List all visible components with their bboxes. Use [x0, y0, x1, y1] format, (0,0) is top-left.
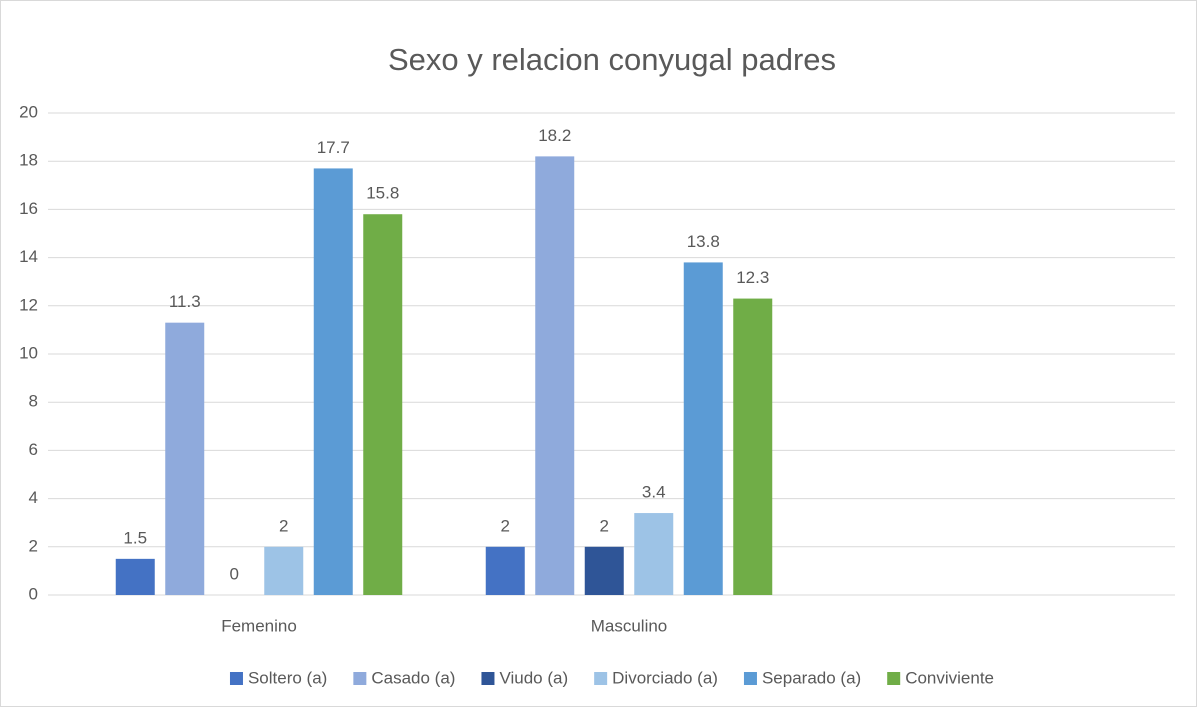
legend-swatch [481, 672, 495, 685]
legend-label: Divorciado (a) [612, 668, 718, 687]
data-label: 13.8 [687, 232, 720, 251]
bar [165, 322, 205, 595]
y-tick-label: 12 [19, 295, 38, 314]
legend-label: Casado (a) [371, 668, 455, 687]
data-label: 12.3 [736, 268, 769, 287]
y-tick-label: 18 [19, 151, 38, 170]
bar [584, 546, 624, 595]
bar [683, 262, 723, 595]
y-tick-label: 14 [19, 247, 38, 266]
data-label: 3.4 [642, 483, 666, 502]
data-label: 0 [230, 564, 239, 583]
chart-title: Sexo y relacion conyugal padres [388, 42, 836, 77]
y-tick-label: 10 [19, 343, 38, 362]
data-label: 11.3 [169, 292, 201, 311]
y-tick-label: 6 [29, 440, 38, 459]
bar [535, 156, 575, 595]
legend-swatch [743, 672, 757, 685]
data-label: 18.2 [538, 126, 571, 145]
y-tick-label: 20 [19, 102, 38, 121]
data-label: 1.5 [123, 528, 147, 547]
legend-label: Viudo (a) [499, 668, 568, 687]
legend-label: Conviviente [905, 668, 994, 687]
bar [634, 513, 674, 595]
y-tick-label: 4 [29, 488, 38, 507]
bar [313, 168, 353, 595]
y-tick-label: 0 [29, 584, 38, 603]
x-tick-label: Femenino [221, 616, 297, 635]
bar [733, 298, 773, 595]
legend-swatch [594, 672, 608, 685]
data-label: 2 [279, 516, 288, 535]
data-label: 2 [501, 516, 510, 535]
y-tick-label: 16 [19, 199, 38, 218]
y-tick-label: 8 [29, 392, 38, 411]
data-label: 17.7 [317, 138, 350, 157]
legend-label: Soltero (a) [248, 668, 327, 687]
bar [264, 546, 304, 595]
data-label: 15.8 [366, 184, 399, 203]
legend-swatch [353, 672, 367, 685]
x-tick-label: Masculino [591, 616, 668, 635]
legend-swatch [887, 672, 901, 685]
y-tick-label: 2 [29, 536, 38, 555]
legend-label: Separado (a) [762, 668, 861, 687]
bar [363, 214, 403, 595]
data-label: 2 [600, 516, 609, 535]
legend-swatch [229, 672, 243, 685]
bar [115, 558, 155, 595]
bar [485, 546, 525, 595]
